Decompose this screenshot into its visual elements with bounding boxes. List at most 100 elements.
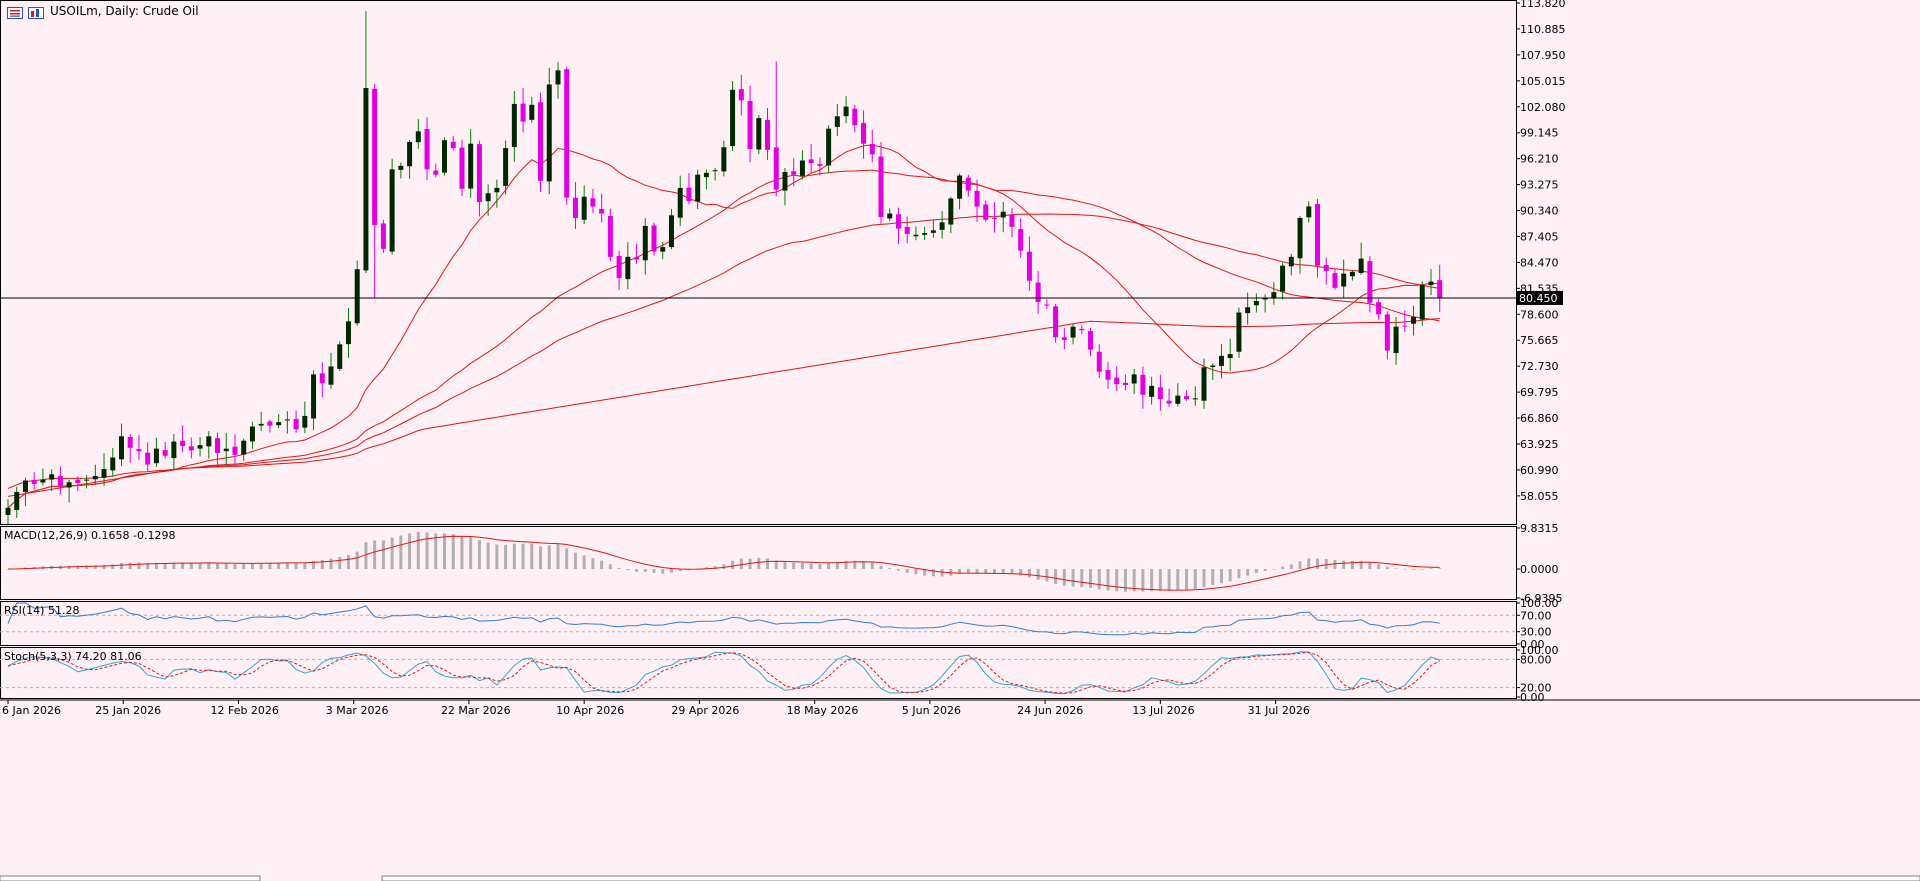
y-tick-label: 87.405 bbox=[1520, 230, 1559, 243]
candle bbox=[354, 269, 360, 324]
list-icon[interactable] bbox=[7, 4, 23, 19]
macd-bar bbox=[1158, 569, 1162, 592]
y-tick-label: 58.055 bbox=[1520, 490, 1559, 503]
macd-bar bbox=[661, 569, 665, 574]
macd-bar bbox=[76, 565, 80, 570]
macd-bar bbox=[1246, 569, 1250, 576]
y-tick-label: 60.990 bbox=[1520, 464, 1559, 477]
candle bbox=[110, 457, 116, 471]
macd-bar bbox=[992, 569, 996, 575]
macd-bar bbox=[713, 565, 717, 570]
macd-bar bbox=[1316, 558, 1319, 570]
candle bbox=[581, 196, 587, 220]
macd-bar bbox=[381, 540, 385, 570]
candle bbox=[1419, 285, 1425, 320]
macd-bar bbox=[1211, 569, 1215, 586]
candle bbox=[206, 436, 212, 447]
candle bbox=[101, 468, 107, 478]
candle bbox=[599, 209, 605, 214]
macd-bar bbox=[635, 569, 639, 572]
candle bbox=[293, 419, 299, 430]
candle bbox=[5, 507, 11, 515]
macd-bar bbox=[504, 544, 508, 570]
x-tick-label: 10 Apr 2026 bbox=[556, 704, 624, 717]
candle bbox=[485, 193, 491, 202]
macd-bar bbox=[181, 562, 185, 570]
macd-bar bbox=[774, 560, 778, 570]
macd-bar bbox=[722, 564, 726, 570]
macd-bar bbox=[364, 542, 368, 570]
tab-strip-right bbox=[381, 875, 1920, 881]
macd-bar bbox=[320, 559, 324, 570]
candle bbox=[1253, 301, 1259, 306]
macd-bar bbox=[1141, 569, 1145, 592]
candle bbox=[511, 103, 517, 148]
candle bbox=[773, 147, 779, 190]
candle bbox=[625, 256, 631, 280]
y-tick-label: 75.665 bbox=[1520, 334, 1559, 347]
candle bbox=[1105, 370, 1111, 380]
macd-bar bbox=[827, 563, 831, 570]
candle bbox=[1035, 282, 1041, 302]
candle bbox=[188, 446, 194, 451]
candle bbox=[607, 215, 613, 257]
candle bbox=[538, 102, 544, 181]
y-tick-label: -6.9395 bbox=[1520, 592, 1562, 605]
chart-icon[interactable] bbox=[28, 4, 44, 19]
candle bbox=[957, 175, 963, 199]
candle bbox=[1245, 307, 1251, 314]
y-tick-label: 113.820 bbox=[1520, 0, 1566, 10]
macd-bar bbox=[818, 564, 822, 570]
candle bbox=[1332, 273, 1338, 288]
macd-bar bbox=[338, 557, 342, 570]
macd-bar bbox=[1185, 569, 1189, 590]
macd-bar bbox=[242, 563, 246, 570]
current-price-label: 80.450 bbox=[1519, 292, 1558, 305]
x-tick-label: 12 Feb 2026 bbox=[210, 704, 278, 717]
macd-bar bbox=[1420, 569, 1424, 570]
candle bbox=[1384, 314, 1390, 351]
candle bbox=[887, 213, 893, 219]
macd-bar bbox=[1263, 569, 1267, 572]
macd-bar bbox=[399, 535, 403, 570]
candle bbox=[407, 141, 413, 167]
ma-medium-line bbox=[7, 169, 1440, 509]
candle bbox=[869, 143, 875, 155]
candle bbox=[834, 116, 840, 127]
macd-bar bbox=[591, 558, 595, 570]
macd-bar bbox=[731, 560, 735, 570]
candle bbox=[861, 122, 867, 144]
candle bbox=[756, 118, 762, 150]
macd-bar bbox=[1071, 569, 1075, 587]
candle bbox=[826, 128, 832, 166]
macd-bar bbox=[608, 564, 612, 570]
candle bbox=[450, 141, 456, 149]
candle bbox=[983, 204, 989, 220]
candle bbox=[668, 215, 674, 248]
candle bbox=[1236, 312, 1242, 352]
y-tick-label: 100.00 bbox=[1520, 644, 1559, 657]
macd-bar bbox=[154, 562, 158, 570]
candle bbox=[895, 214, 901, 229]
y-tick-label: 72.730 bbox=[1520, 360, 1559, 373]
candle bbox=[171, 441, 177, 459]
candle bbox=[276, 422, 282, 426]
stoch-main-line bbox=[7, 651, 1440, 695]
macd-bar bbox=[512, 543, 516, 570]
candle bbox=[991, 217, 997, 219]
stoch-signal-line bbox=[7, 651, 1440, 694]
candle bbox=[965, 177, 971, 191]
macd-bar bbox=[408, 533, 412, 570]
macd-bar bbox=[573, 552, 577, 570]
candle bbox=[31, 479, 37, 484]
candle bbox=[1218, 355, 1224, 366]
macd-bar bbox=[539, 546, 543, 570]
candle bbox=[215, 438, 221, 454]
candle bbox=[555, 70, 561, 85]
macd-bar bbox=[137, 562, 141, 570]
candle bbox=[712, 170, 718, 172]
macd-bar bbox=[111, 564, 115, 570]
candle bbox=[232, 446, 238, 455]
macd-bar bbox=[1412, 569, 1416, 570]
